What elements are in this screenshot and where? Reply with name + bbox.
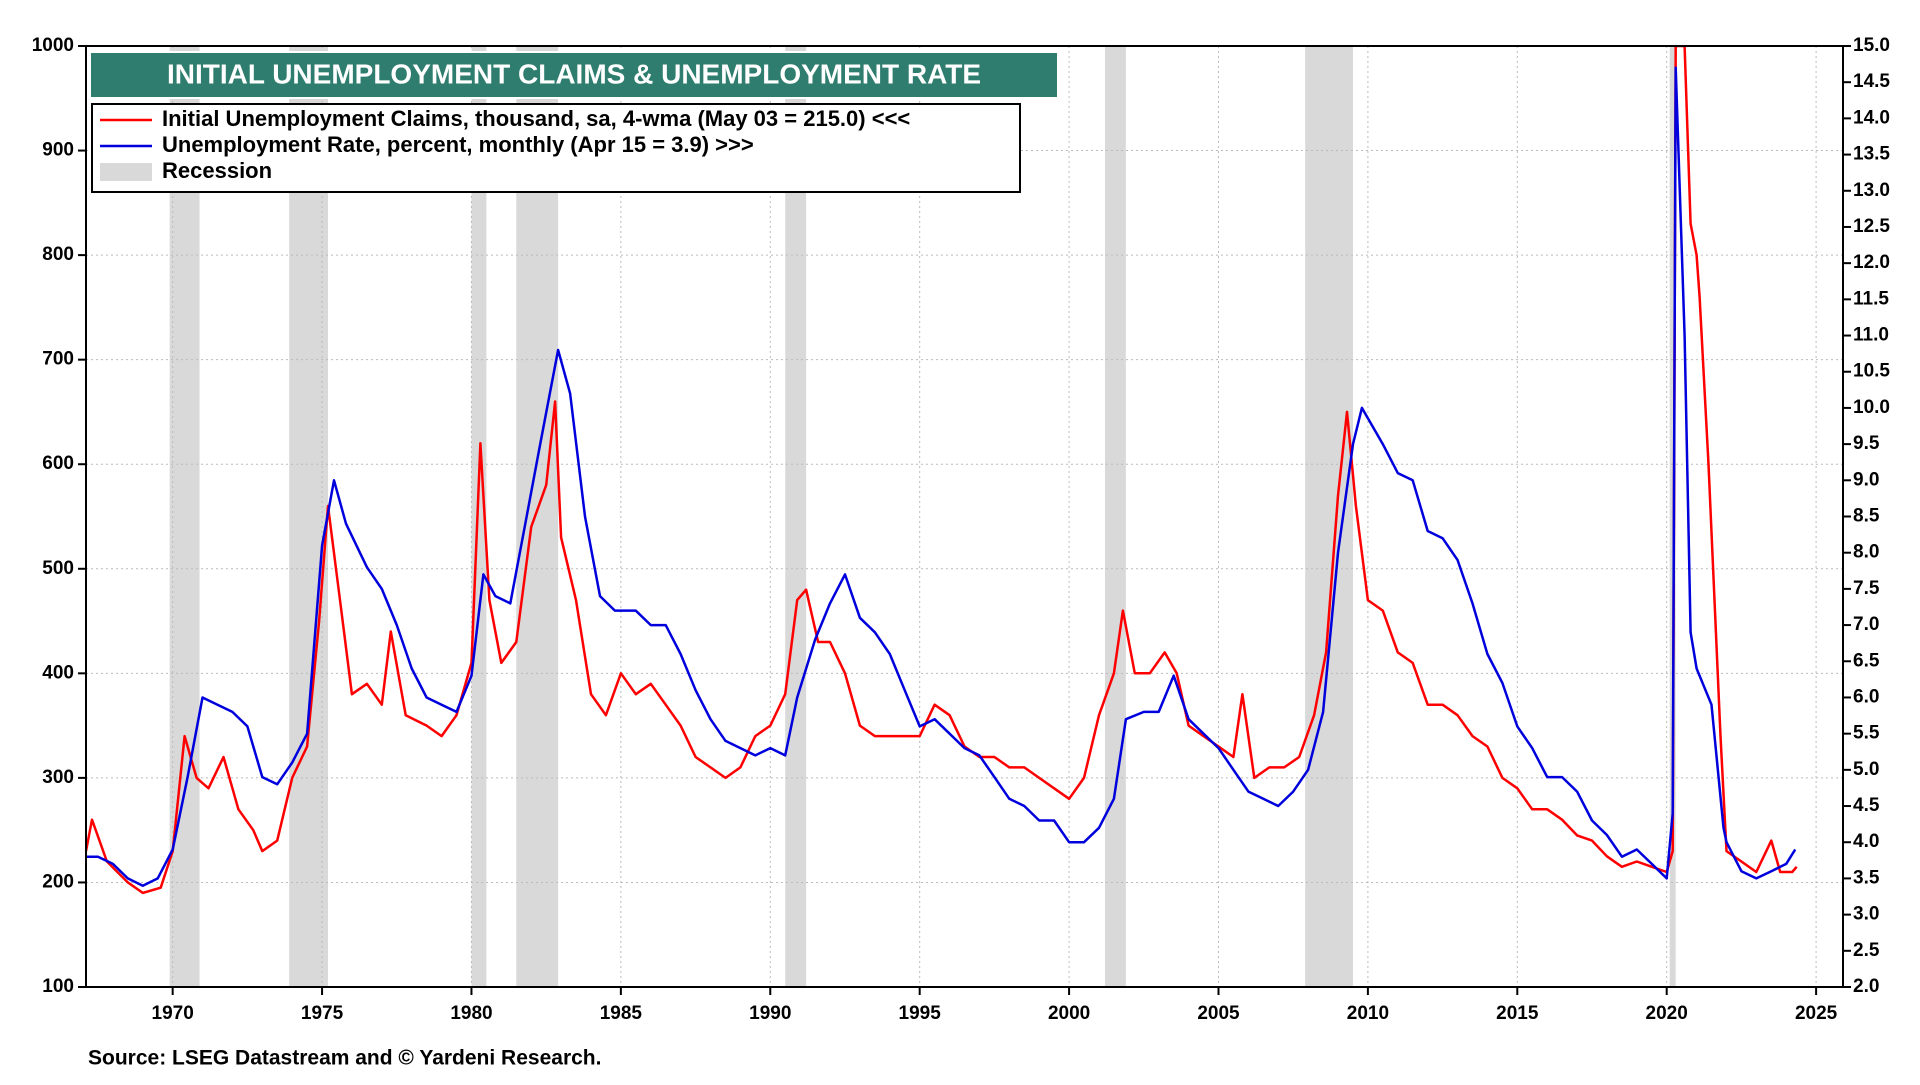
y2-tick-label: 3.5	[1853, 867, 1880, 888]
y2-tick-label: 2.0	[1853, 976, 1879, 997]
y2-tick-label: 9.5	[1853, 433, 1880, 454]
y2-tick-label: 4.0	[1853, 831, 1879, 852]
legend-label: Initial Unemployment Claims, thousand, s…	[162, 106, 910, 131]
y2-tick-label: 5.0	[1853, 759, 1879, 780]
x-tick-label: 2020	[1646, 1003, 1688, 1024]
y2-tick-label: 3.0	[1853, 904, 1879, 925]
y-tick-label: 800	[42, 244, 74, 265]
y2-tick-label: 15.0	[1853, 35, 1890, 56]
y2-tick-label: 14.0	[1853, 107, 1890, 128]
legend-swatch	[100, 163, 152, 181]
x-tick-label: 1985	[600, 1003, 643, 1024]
source-note: Source: LSEG Datastream and © Yardeni Re…	[88, 1047, 601, 1070]
y2-tick-label: 10.0	[1853, 397, 1890, 418]
x-tick-label: 2010	[1347, 1003, 1389, 1024]
y2-tick-label: 12.0	[1853, 252, 1890, 273]
x-tick-label: 2015	[1496, 1003, 1539, 1024]
recession-band	[785, 46, 807, 987]
series-line	[86, 66, 1797, 887]
y-tick-label: 100	[42, 976, 74, 997]
x-tick-label: 1975	[301, 1003, 344, 1024]
x-tick-label: 2025	[1795, 1003, 1838, 1024]
grid: 1970 1975 1980 1985 1990 1995 2000 2005 2010 2015…	[32, 35, 1891, 1024]
y-tick-label: 900	[42, 140, 74, 161]
x-tick-label: 1970	[152, 1003, 194, 1024]
legend-entries: Initial Unemployment Claims, thousand, s…	[100, 106, 910, 183]
y-tick-label: 1000	[32, 35, 74, 56]
legend-label: Recession	[162, 158, 272, 183]
y2-tick-label: 13.5	[1853, 144, 1890, 165]
recession-band	[1305, 46, 1353, 987]
x-tick-label: 1990	[749, 1003, 791, 1024]
recession-band	[516, 46, 559, 987]
y2-tick-label: 8.0	[1853, 542, 1879, 563]
y2-tick-label: 13.0	[1853, 180, 1890, 201]
x-tick-label: 2005	[1197, 1003, 1240, 1024]
x-tick-label: 2000	[1048, 1003, 1090, 1024]
y2-tick-label: 6.5	[1853, 650, 1880, 671]
legend-label: Unemployment Rate, percent, monthly (Apr…	[162, 132, 754, 157]
y2-tick-label: 7.0	[1853, 614, 1879, 635]
y-tick-label: 400	[42, 662, 74, 683]
y2-tick-label: 4.5	[1853, 795, 1880, 816]
y2-tick-label: 2.5	[1853, 940, 1880, 961]
legend	[91, 103, 1021, 193]
plot-frame	[85, 45, 1844, 988]
lines	[86, 46, 1798, 895]
chart-title: INITIAL UNEMPLOYMENT CLAIMS & UNEMPLOYME…	[167, 58, 981, 89]
x-tick-label: 1995	[899, 1003, 942, 1024]
y2-tick-label: 14.5	[1853, 71, 1890, 92]
y-tick-label: 700	[42, 349, 74, 370]
y2-tick-label: 7.5	[1853, 578, 1880, 599]
recession-band	[1104, 46, 1126, 987]
y2-tick-label: 9.0	[1853, 469, 1879, 490]
y2-tick-label: 11.5	[1853, 288, 1889, 309]
y-tick-label: 500	[42, 558, 74, 579]
y2-tick-label: 6.0	[1853, 686, 1879, 707]
x-tick-label: 1980	[450, 1003, 492, 1024]
y2-tick-label: 5.5	[1853, 723, 1880, 744]
recession-band	[471, 46, 487, 987]
y-tick-label: 200	[42, 871, 74, 892]
y2-tick-label: 11.0	[1853, 325, 1889, 346]
y2-tick-label: 8.5	[1853, 506, 1880, 527]
title-box	[89, 51, 1059, 99]
y2-tick-label: 12.5	[1853, 216, 1890, 237]
y-tick-label: 600	[42, 453, 74, 474]
y2-tick-label: 10.5	[1853, 361, 1890, 382]
y-tick-label: 300	[42, 767, 74, 788]
